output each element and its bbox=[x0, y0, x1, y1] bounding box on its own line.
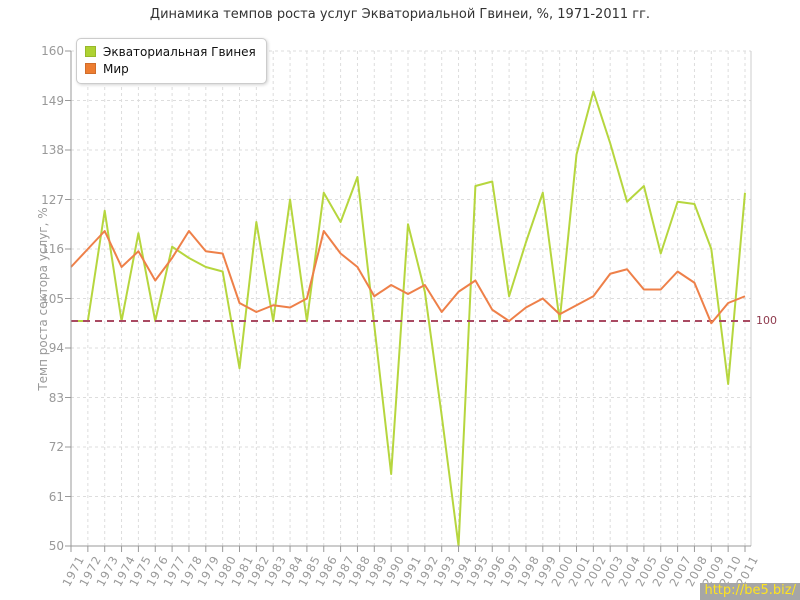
y-tick-label: 94 bbox=[48, 341, 64, 355]
chart-title: Динамика темпов роста услуг Экваториальн… bbox=[149, 7, 651, 22]
series-swatch-world bbox=[85, 63, 96, 74]
y-tick-label: 83 bbox=[48, 390, 64, 405]
legend-item-world: Мир bbox=[85, 61, 256, 78]
series-swatch-equatorial-guinea bbox=[85, 46, 96, 57]
y-tick-label: 116 bbox=[41, 242, 64, 256]
legend: Экваториальная Гвинея Мир bbox=[76, 38, 267, 84]
legend-label-world: Мир bbox=[103, 62, 129, 76]
y-tick-label: 72 bbox=[48, 440, 64, 454]
legend-item-equatorial-guinea: Экваториальная Гвинея bbox=[85, 44, 256, 61]
legend-label-equatorial-guinea: Экваториальная Гвинея bbox=[103, 45, 256, 59]
y-tick-label: 50 bbox=[48, 539, 64, 553]
y-tick-label: 138 bbox=[41, 143, 64, 157]
y-tick-label: 149 bbox=[41, 93, 64, 108]
watermark-link[interactable]: http://be5.biz/ bbox=[700, 583, 800, 600]
y-tick-label: 105 bbox=[41, 291, 64, 306]
reference-line-label: 100 bbox=[756, 314, 777, 327]
y-tick-label: 61 bbox=[48, 489, 64, 504]
series-line-equatorial-guinea bbox=[71, 90, 746, 547]
y-tick-label: 160 bbox=[41, 44, 64, 58]
series-line-world bbox=[70, 230, 746, 325]
y-tick-label: 127 bbox=[41, 192, 64, 207]
